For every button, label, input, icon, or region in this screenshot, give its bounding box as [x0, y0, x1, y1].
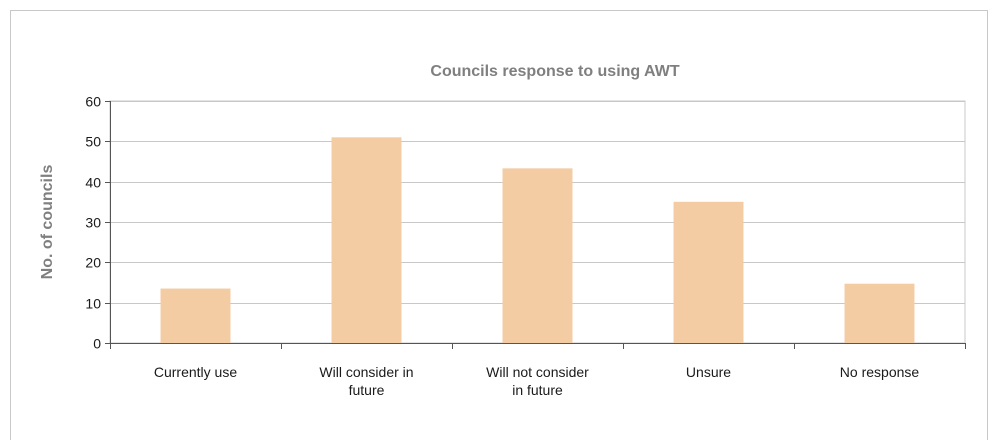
y-axis-label: No. of councils — [39, 165, 56, 280]
chart-frame — [10, 10, 988, 440]
y-tick-label: 0 — [93, 336, 101, 352]
x-category-label: Currently use — [154, 364, 237, 380]
bar — [331, 137, 402, 343]
x-category-label: future — [349, 382, 385, 398]
bar — [502, 168, 573, 343]
y-tick-label: 30 — [85, 215, 101, 231]
x-category-label: No response — [840, 364, 920, 380]
axis-labels: 0 10 20 30 40 50 60 Currently use Will consider … — [85, 94, 919, 399]
bar — [844, 283, 915, 343]
bar — [160, 288, 231, 343]
y-tick-label: 60 — [85, 94, 101, 110]
bar — [673, 201, 744, 343]
bars — [160, 137, 915, 343]
chart-title: Councils response to using AWT — [430, 63, 679, 80]
x-category-label: Unsure — [686, 364, 731, 380]
y-tick-label: 20 — [85, 255, 101, 271]
axes — [105, 101, 966, 349]
y-tick-label: 50 — [85, 134, 101, 150]
y-tick-label: 40 — [85, 175, 101, 191]
y-tick-label: 10 — [85, 296, 101, 312]
x-category-label: in future — [512, 382, 563, 398]
x-category-label: Will not consider — [486, 364, 589, 380]
x-category-label: Will consider in — [319, 364, 413, 380]
